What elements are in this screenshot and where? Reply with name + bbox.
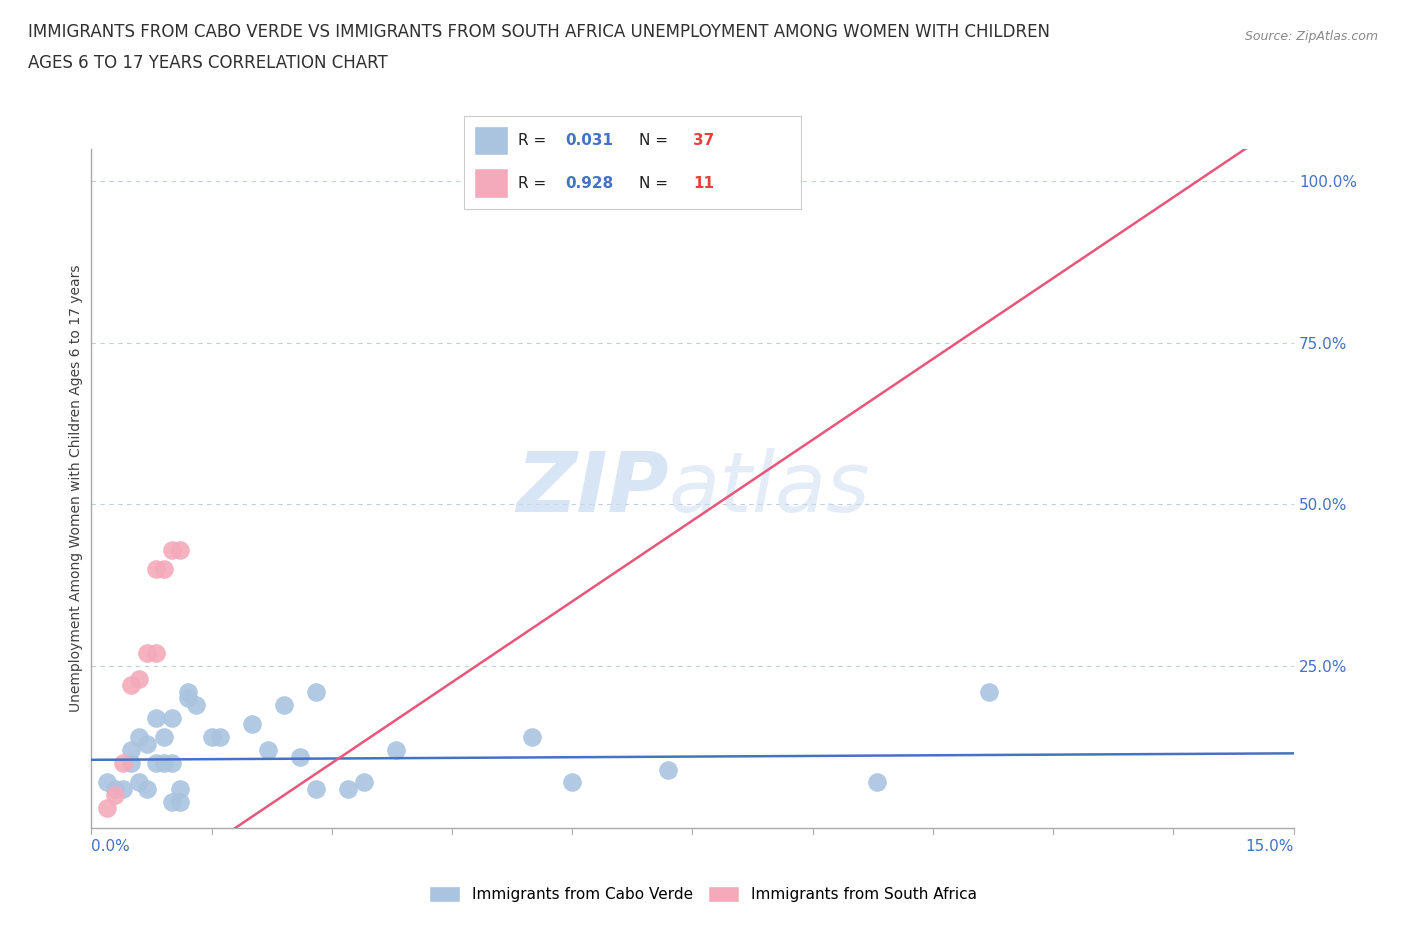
Point	[121, 743, 143, 758]
Text: atlas: atlas	[668, 447, 870, 529]
Point	[561, 775, 583, 790]
FancyBboxPatch shape	[474, 168, 508, 198]
Text: N =: N =	[640, 133, 673, 148]
Point	[152, 730, 174, 745]
Point	[160, 755, 183, 770]
Point	[160, 542, 183, 557]
Text: 0.031: 0.031	[565, 133, 613, 148]
Text: R =: R =	[517, 133, 551, 148]
Y-axis label: Unemployment Among Women with Children Ages 6 to 17 years: Unemployment Among Women with Children A…	[69, 264, 83, 712]
Legend: Immigrants from Cabo Verde, Immigrants from South Africa: Immigrants from Cabo Verde, Immigrants f…	[423, 880, 983, 909]
Point	[977, 684, 1000, 699]
Point	[256, 743, 278, 758]
Point	[288, 750, 311, 764]
Text: 11: 11	[693, 176, 714, 191]
Point	[176, 684, 198, 699]
Point	[169, 542, 191, 557]
Point	[336, 781, 359, 796]
Text: 0.0%: 0.0%	[91, 839, 131, 854]
Point	[160, 794, 183, 809]
Point	[169, 781, 191, 796]
Point	[385, 743, 408, 758]
Point	[136, 781, 159, 796]
Text: Source: ZipAtlas.com: Source: ZipAtlas.com	[1244, 30, 1378, 43]
Point	[145, 645, 167, 660]
Point	[305, 684, 328, 699]
Point	[145, 755, 167, 770]
Text: AGES 6 TO 17 YEARS CORRELATION CHART: AGES 6 TO 17 YEARS CORRELATION CHART	[28, 54, 388, 72]
Point	[121, 755, 143, 770]
Text: IMMIGRANTS FROM CABO VERDE VS IMMIGRANTS FROM SOUTH AFRICA UNEMPLOYMENT AMONG WO: IMMIGRANTS FROM CABO VERDE VS IMMIGRANTS…	[28, 23, 1050, 41]
Point	[128, 730, 150, 745]
Point	[112, 781, 135, 796]
Point	[128, 775, 150, 790]
Point	[657, 762, 679, 777]
Point	[128, 671, 150, 686]
Point	[201, 730, 224, 745]
Point	[176, 691, 198, 706]
Point	[96, 775, 118, 790]
Text: R =: R =	[517, 176, 551, 191]
Point	[305, 781, 328, 796]
Point	[353, 775, 375, 790]
Point	[522, 730, 544, 745]
Text: N =: N =	[640, 176, 673, 191]
Point	[145, 562, 167, 577]
Point	[160, 711, 183, 725]
Point	[112, 755, 135, 770]
FancyBboxPatch shape	[474, 126, 508, 155]
Text: 15.0%: 15.0%	[1246, 839, 1294, 854]
Text: 0.928: 0.928	[565, 176, 613, 191]
Point	[96, 801, 118, 816]
Point	[866, 775, 889, 790]
Point	[273, 698, 295, 712]
Point	[184, 698, 207, 712]
Point	[104, 781, 127, 796]
Point	[145, 711, 167, 725]
Point	[240, 717, 263, 732]
Text: ZIP: ZIP	[516, 447, 668, 529]
Point	[169, 794, 191, 809]
Point	[136, 645, 159, 660]
Point	[152, 562, 174, 577]
Point	[152, 755, 174, 770]
Point	[104, 788, 127, 803]
Point	[208, 730, 231, 745]
Text: 37: 37	[693, 133, 714, 148]
Point	[136, 737, 159, 751]
Point	[121, 678, 143, 693]
